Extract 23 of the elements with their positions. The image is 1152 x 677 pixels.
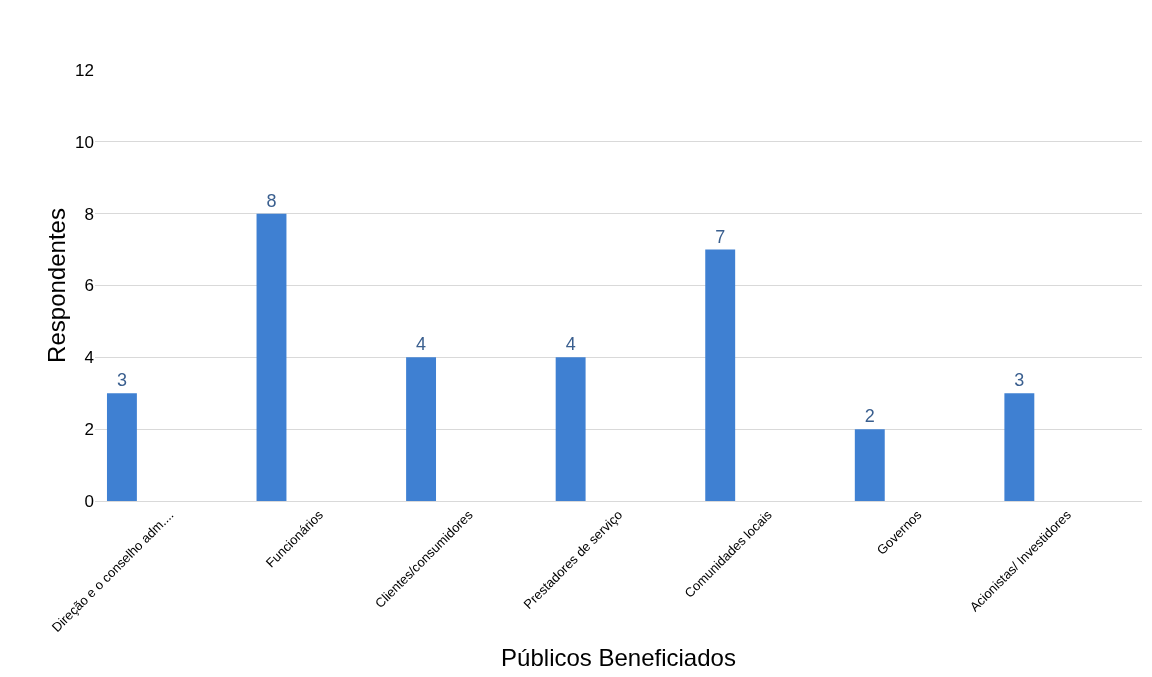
data-label: 3	[116, 370, 127, 391]
bar	[705, 249, 736, 501]
data-label: 4	[416, 334, 427, 355]
data-label: 4	[565, 334, 576, 355]
y-tick-label: 6	[84, 276, 94, 296]
y-tick-label: 0	[84, 491, 94, 511]
bar	[854, 429, 885, 501]
data-label: 8	[266, 190, 277, 211]
bar	[256, 213, 287, 501]
y-tick-label: 12	[75, 60, 94, 80]
data-label: 3	[1014, 370, 1025, 391]
bar	[555, 357, 586, 501]
y-tick-label: 8	[84, 204, 94, 224]
y-tick-label: 10	[75, 132, 94, 152]
bar	[106, 393, 137, 501]
data-label: 2	[864, 406, 875, 427]
x-axis-title: Públicos Beneficiados	[501, 644, 736, 672]
bar	[1004, 393, 1035, 501]
bar	[406, 357, 437, 501]
y-tick-label: 4	[84, 348, 94, 368]
y-tick-label: 2	[84, 420, 94, 440]
y-axis-title: Respondentes	[43, 208, 71, 363]
data-label: 7	[715, 226, 726, 247]
